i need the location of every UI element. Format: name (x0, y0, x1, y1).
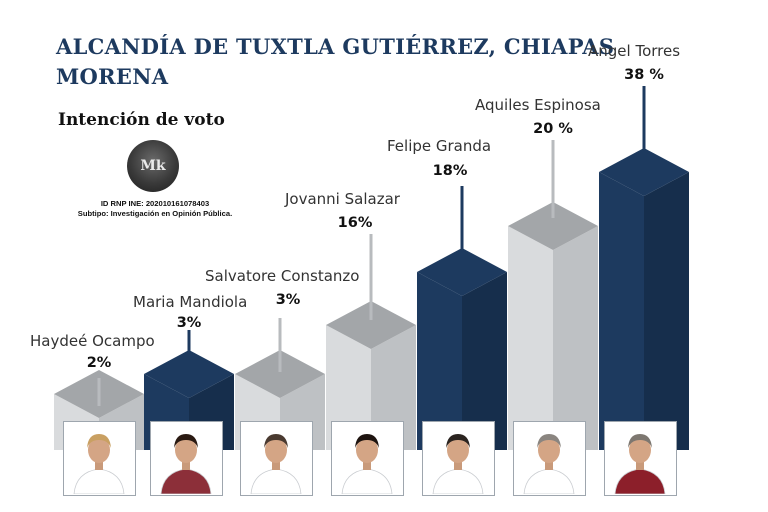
bar-3 (235, 350, 325, 450)
value-label: 3% (276, 292, 301, 308)
bar-4 (326, 301, 416, 450)
candidate-name-label: Felipe Granda (387, 137, 491, 155)
candidate-photo-card (513, 421, 586, 496)
candidate-name-label: Aquiles Espinosa (475, 96, 601, 114)
value-label: 20 % (533, 121, 573, 137)
candidate-photo-card (240, 421, 313, 496)
bar-right-face (644, 172, 689, 450)
value-label: 2% (87, 355, 112, 371)
bar-left-face (508, 226, 553, 450)
candidate-photo-card (604, 421, 677, 496)
bar-right-face (371, 325, 416, 450)
candidate-photo-card (422, 421, 495, 496)
candidate-name-label: Jovanni Salazar (284, 190, 401, 208)
pollster-logo: Mk (127, 140, 179, 192)
bar-left-face (326, 325, 371, 450)
candidate-photo-card (63, 421, 136, 496)
chart-title-line-1: ALCANDÍA DE TUXTLA GUTIÉRREZ, CHIAPAS (56, 34, 615, 59)
rnp-id-text: ID RNP INE: 202010161078403 (100, 199, 210, 208)
subtype-text: Subtipo: Investigación en Opinión Públic… (77, 209, 233, 218)
bar-left-face (599, 172, 644, 450)
bar-6 (508, 202, 598, 450)
bar-top-cap (508, 202, 598, 250)
candidate-photo (523, 434, 575, 494)
candidate-photo (341, 434, 393, 494)
bar-top-cap (144, 350, 234, 398)
bar-top-cap (599, 148, 689, 196)
bar-left-face (417, 272, 462, 450)
chart-subtitle: Intención de voto (58, 110, 225, 130)
chart-title-line-2: MORENA (56, 64, 169, 89)
value-label: 18% (433, 163, 468, 179)
bar-right-face (462, 272, 507, 450)
candidate-photo (160, 434, 212, 494)
bar-top-cap (235, 350, 325, 398)
candidate-name-label: Angel Torres (588, 42, 680, 60)
candidate-name-label: Salvatore Constanzo (205, 267, 359, 285)
candidate-photo (614, 434, 666, 494)
candidate-photo (73, 434, 125, 494)
bar-7 (599, 148, 689, 450)
candidate-name-label: Maria Mandiola (133, 293, 247, 311)
candidate-photo (250, 434, 302, 494)
bar-top-cap (417, 248, 507, 296)
candidate-photo-card (150, 421, 223, 496)
candidate-photo-card (331, 421, 404, 496)
bar-right-face (553, 226, 598, 450)
candidate-photo (432, 434, 484, 494)
candidate-name-label: Haydeé Ocampo (30, 332, 155, 350)
bar-5 (417, 248, 507, 450)
value-label: 38 % (624, 67, 664, 83)
value-label: 16% (338, 215, 373, 231)
bar-top-cap (326, 301, 416, 349)
value-label: 3% (177, 315, 202, 331)
